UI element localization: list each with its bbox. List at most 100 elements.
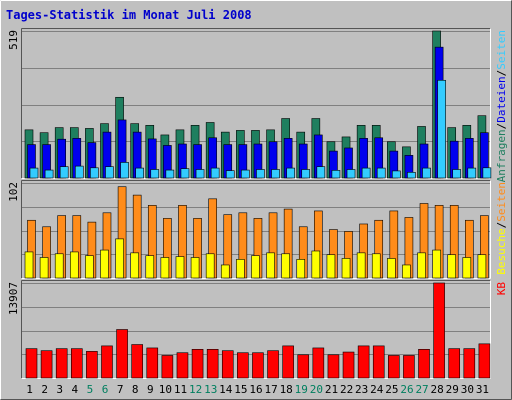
x-tick-label-9: 9 bbox=[147, 383, 154, 396]
x-tick-label-31: 31 bbox=[476, 383, 489, 396]
middle-bar-besuche-1 bbox=[24, 251, 34, 279]
x-tick-label-28: 28 bbox=[431, 383, 444, 396]
x-tick-label-30: 30 bbox=[461, 383, 474, 396]
bottom-ytick-label: 13907 bbox=[7, 282, 20, 315]
top-right-label-part-1: Anfragen bbox=[495, 129, 508, 182]
bottom-bar-kb-2 bbox=[40, 350, 53, 379]
top-bar-seiten-26 bbox=[407, 172, 416, 179]
bottom-bar-kb-23 bbox=[357, 345, 370, 379]
middle-bar-besuche-7 bbox=[115, 238, 124, 279]
x-tick-label-24: 24 bbox=[370, 383, 384, 396]
bottom-bar-kb-13 bbox=[206, 349, 219, 379]
top-right-label-part-4: / bbox=[495, 70, 508, 77]
top-bar-seiten-16 bbox=[256, 169, 265, 179]
bottom-bar-kb-18 bbox=[282, 345, 294, 379]
bottom-right-label-part-1: KB bbox=[495, 282, 508, 296]
top-bar-seiten-31 bbox=[482, 167, 492, 179]
top-bar-seiten-27 bbox=[422, 167, 431, 179]
bottom-bar-kb-17 bbox=[267, 350, 279, 379]
bottom-bar-kb-30 bbox=[463, 348, 476, 379]
middle-bar-besuche-5 bbox=[85, 255, 94, 279]
top-right-label-part-3: Dateien bbox=[495, 76, 508, 122]
x-tick-label-19: 19 bbox=[295, 383, 308, 396]
x-tick-label-11: 11 bbox=[174, 383, 187, 396]
top-bar-seiten-22 bbox=[346, 169, 356, 179]
bottom-bar-kb-1 bbox=[25, 348, 38, 379]
middle-bar-besuche-26 bbox=[402, 264, 411, 279]
top-bar-seiten-13 bbox=[210, 167, 220, 179]
x-tick-label-5: 5 bbox=[87, 383, 94, 396]
middle-bar-besuche-21 bbox=[326, 254, 336, 279]
x-tick-label-27: 27 bbox=[415, 383, 428, 396]
top-bar-seiten-2 bbox=[44, 169, 54, 179]
middle-bar-besuche-16 bbox=[251, 255, 260, 279]
bottom-bar-kb-12 bbox=[191, 349, 204, 379]
middle-bar-besuche-4 bbox=[69, 251, 79, 279]
bottom-bar-kb-25 bbox=[388, 355, 400, 379]
bottom-bar-kb-19 bbox=[297, 354, 310, 379]
bottom-bar-kb-29 bbox=[448, 348, 461, 379]
bottom-right-label: KB bbox=[495, 282, 508, 296]
bottom-bar-kb-20 bbox=[312, 347, 325, 379]
bottom-bar-kb-14 bbox=[221, 350, 234, 379]
middle-bar-besuche-30 bbox=[462, 257, 472, 279]
middle-bar-besuche-19 bbox=[296, 259, 306, 279]
x-tick-label-1: 1 bbox=[26, 383, 33, 396]
middle-bar-besuche-6 bbox=[100, 249, 109, 279]
middle-bar-besuche-27 bbox=[417, 252, 426, 279]
bottom-bar-kb-4 bbox=[70, 348, 83, 379]
x-tick-label-12: 12 bbox=[189, 383, 202, 396]
middle-bar-besuche-2 bbox=[39, 257, 49, 279]
x-tick-label-25: 25 bbox=[385, 383, 398, 396]
top-bar-seiten-8 bbox=[135, 167, 144, 179]
top-bar-seiten-17 bbox=[271, 169, 280, 179]
x-tick-label-3: 3 bbox=[56, 383, 63, 396]
top-bar-seiten-30 bbox=[467, 167, 477, 179]
middle-bar-besuche-23 bbox=[356, 252, 366, 279]
bottom-bar-kb-28 bbox=[433, 282, 445, 379]
x-tick-label-14: 14 bbox=[219, 383, 233, 396]
top-bar-seiten-5 bbox=[90, 167, 99, 179]
top-bar-seiten-15 bbox=[241, 169, 250, 179]
x-tick-label-18: 18 bbox=[280, 383, 293, 396]
top-bar-seiten-14 bbox=[225, 170, 235, 179]
middle-bar-besuche-28 bbox=[432, 249, 441, 279]
bottom-bar-kb-9 bbox=[146, 347, 159, 379]
top-right-label: Anfragen/Dateien/Seiten bbox=[495, 30, 508, 182]
x-tick-label-29: 29 bbox=[446, 383, 459, 396]
top-bar-seiten-18 bbox=[286, 167, 295, 179]
bottom-bar-kb-31 bbox=[478, 343, 491, 379]
bottom-bar-kb-16 bbox=[252, 352, 264, 379]
bottom-bar-kb-15 bbox=[237, 352, 249, 379]
x-tick-label-2: 2 bbox=[41, 383, 48, 396]
top-bar-seiten-4 bbox=[74, 165, 84, 179]
x-tick-label-16: 16 bbox=[249, 383, 262, 396]
top-bar-seiten-11 bbox=[180, 168, 190, 179]
top-bar-seiten-21 bbox=[331, 170, 341, 179]
top-bar-seiten-12 bbox=[195, 169, 205, 179]
middle-right-label: Besuche/Seiten bbox=[495, 182, 508, 275]
x-tick-label-20: 20 bbox=[310, 383, 323, 396]
top-bar-seiten-28 bbox=[437, 79, 446, 179]
top-bar-seiten-1 bbox=[29, 167, 39, 179]
top-bar-seiten-29 bbox=[452, 169, 462, 179]
x-tick-label-7: 7 bbox=[117, 383, 124, 396]
middle-bar-besuche-13 bbox=[205, 253, 215, 279]
top-right-label-part-5: Seiten bbox=[495, 30, 508, 70]
top-bar-seiten-7 bbox=[120, 162, 129, 179]
x-tick-label-21: 21 bbox=[325, 383, 338, 396]
top-bar-seiten-23 bbox=[361, 167, 371, 179]
top-bar-seiten-19 bbox=[301, 169, 311, 179]
x-tick-label-13: 13 bbox=[204, 383, 217, 396]
bottom-bar-kb-3 bbox=[55, 348, 68, 379]
top-bar-seiten-6 bbox=[105, 166, 114, 179]
middle-ytick-label: 102 bbox=[7, 182, 20, 202]
middle-bar-besuche-8 bbox=[130, 252, 139, 279]
middle-right-label-part-2: / bbox=[495, 222, 508, 229]
x-tick-label-8: 8 bbox=[132, 383, 139, 396]
bottom-bar-kb-11 bbox=[176, 352, 189, 379]
middle-bar-besuche-22 bbox=[341, 258, 351, 279]
bottom-bar-kb-6 bbox=[101, 345, 113, 379]
bottom-bar-kb-8 bbox=[131, 344, 143, 379]
